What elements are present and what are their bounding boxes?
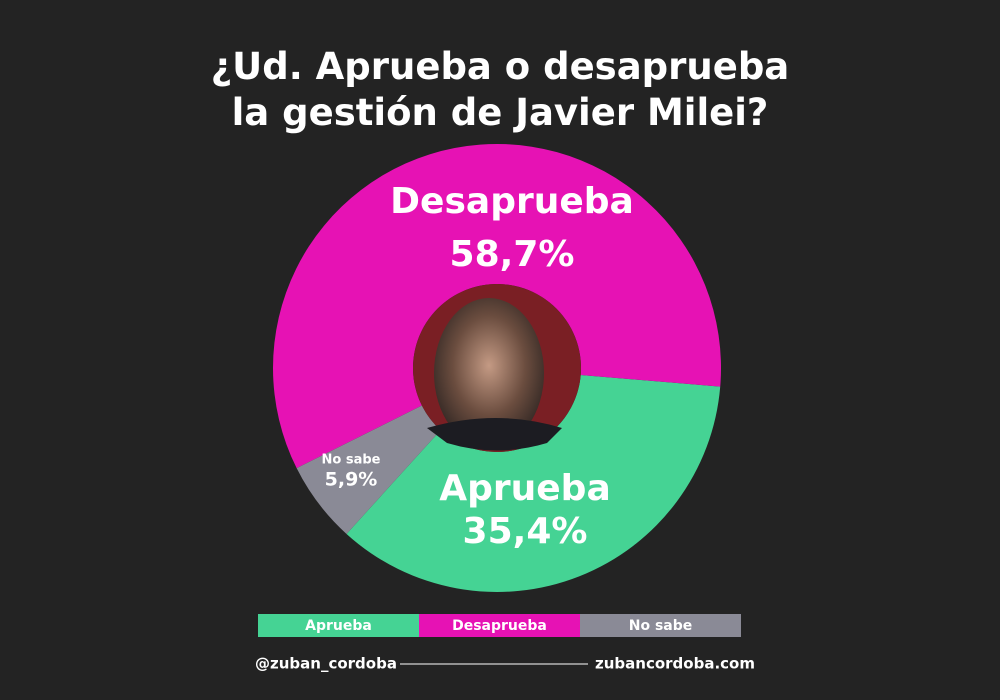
donut-segment bbox=[346, 374, 721, 593]
segment-value-label: 58,7% bbox=[450, 234, 575, 275]
segment-value-label: 5,9% bbox=[325, 469, 378, 491]
legend-label: Desaprueba bbox=[452, 618, 547, 634]
donut-segment bbox=[273, 144, 721, 469]
center-photo-suit bbox=[427, 418, 562, 451]
legend-label: No sabe bbox=[629, 618, 693, 634]
segment-name: Desaprueba bbox=[390, 181, 634, 222]
legend-swatch bbox=[419, 614, 580, 637]
chart-title: ¿Ud. Aprueba o desaprueba la gestión de … bbox=[210, 45, 790, 134]
segment-name: No sabe bbox=[322, 453, 381, 468]
footer-website: zubancordoba.com bbox=[595, 655, 755, 673]
donut-segment bbox=[296, 405, 441, 534]
footer-handle: @zuban_cordoba bbox=[255, 655, 397, 673]
segment-value-label: 35,4% bbox=[463, 511, 588, 552]
segment-name: Aprueba bbox=[439, 468, 611, 509]
center-photo-face bbox=[434, 298, 544, 448]
legend-swatch bbox=[580, 614, 741, 637]
legend-swatch bbox=[258, 614, 419, 637]
legend-label: Aprueba bbox=[305, 618, 372, 634]
